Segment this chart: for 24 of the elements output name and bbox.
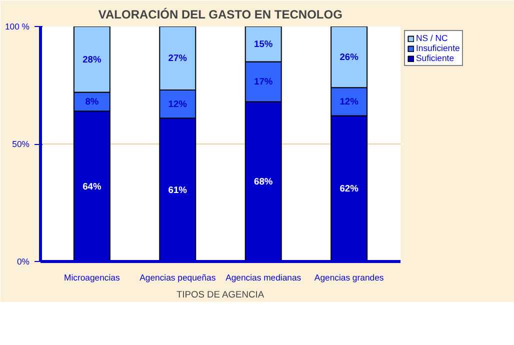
data-label: 64%: [82, 181, 102, 192]
data-label: 61%: [168, 184, 188, 195]
data-label: 68%: [254, 176, 274, 187]
data-label: 27%: [168, 53, 188, 64]
x-tick-label: Agencias pequeñas: [140, 272, 216, 282]
legend-label: NS / NC: [416, 33, 448, 43]
y-tick-label: 100 %: [4, 22, 30, 32]
legend-label: Suficiente: [416, 53, 454, 63]
legend-label: Insuficiente: [416, 43, 460, 53]
data-label: 62%: [340, 184, 360, 194]
chart-title: VALORACIÓN DEL GASTO EN TECNOLOG: [98, 8, 342, 22]
y-tick-label: 50%: [12, 139, 30, 149]
data-label: 15%: [254, 39, 274, 50]
data-label: 28%: [82, 54, 102, 64]
y-tick-label: 0%: [16, 256, 30, 266]
data-label: 8%: [85, 96, 100, 107]
x-tick-label: Agencias grandes: [314, 272, 384, 282]
x-tick-label: Agencias medianas: [226, 272, 302, 282]
data-label: 12%: [340, 96, 360, 107]
x-tick-label: Microagencias: [64, 272, 121, 282]
x-axis-title: TIPOS DE AGENCIA: [176, 290, 265, 300]
data-label: 17%: [254, 76, 274, 87]
data-label: 12%: [168, 99, 188, 110]
data-label: 26%: [340, 52, 360, 62]
